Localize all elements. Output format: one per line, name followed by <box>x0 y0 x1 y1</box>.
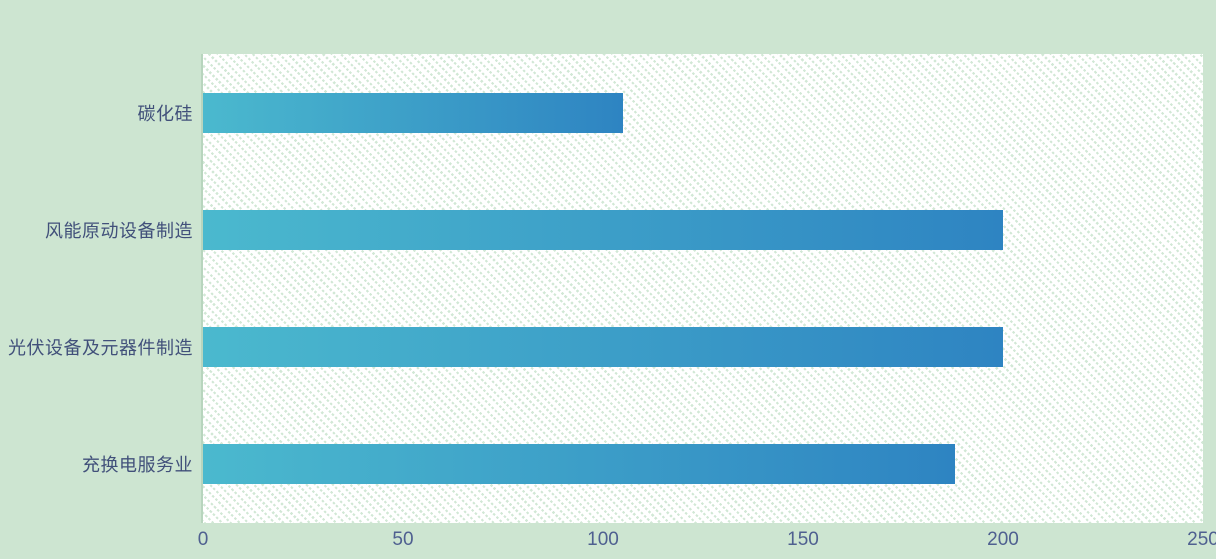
bar-3[interactable] <box>203 327 1003 368</box>
bar-4[interactable] <box>203 444 955 485</box>
category-band <box>203 289 1203 406</box>
x-axis-tick-label: 100 <box>587 529 619 550</box>
x-axis: 0 50 100 150 200 250 <box>198 529 1216 555</box>
x-axis-tick-label: 50 <box>392 529 414 550</box>
y-axis-labels: 碳化硅风能原动设备制造光伏设备及元器件制造充换电服务业 <box>0 54 193 523</box>
x-axis-tick-label: 0 <box>197 529 209 550</box>
category-band <box>203 406 1203 523</box>
y-axis-label: 光伏设备及元器件制造 <box>8 338 193 359</box>
bar-2[interactable] <box>203 209 1003 250</box>
x-axis-tick-label: 250 <box>1187 529 1216 550</box>
x-axis-tick-label: 200 <box>987 529 1019 550</box>
category-band <box>203 171 1203 288</box>
y-axis-label: 风能原动设备制造 <box>45 220 193 241</box>
plot-area <box>203 54 1203 523</box>
y-axis-label: 碳化硅 <box>137 103 193 124</box>
x-axis-tick-label: 150 <box>787 529 819 550</box>
category-axis-line <box>201 54 203 523</box>
category-band <box>203 54 1203 171</box>
y-axis-label: 充换电服务业 <box>82 455 193 476</box>
bar-1[interactable] <box>203 92 623 133</box>
